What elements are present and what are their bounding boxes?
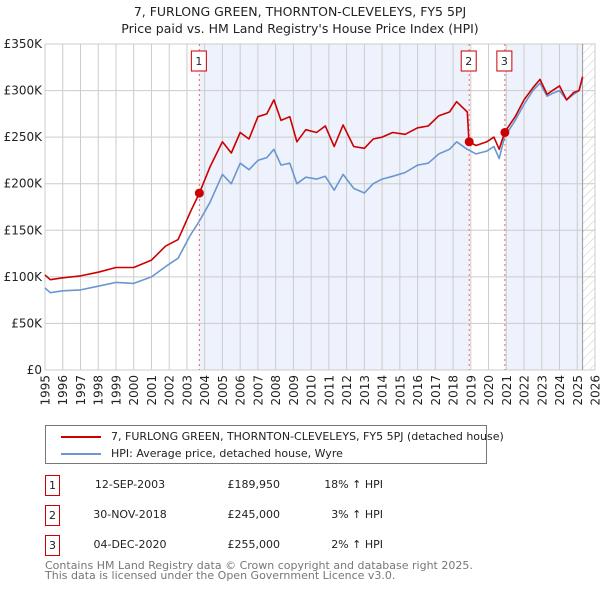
sale-point [500, 127, 510, 137]
x-tick-label: 2019 [464, 375, 478, 406]
legend-label: HPI: Average price, detached house, Wyre [111, 447, 343, 460]
sale-hpi-diff: 18% ↑ HPI [324, 478, 383, 491]
sale-price: £255,000 [227, 538, 281, 551]
sale-badge-box [190, 50, 207, 72]
x-tick-label: 2010 [305, 375, 319, 406]
sale-hpi-diff: 2% ↑ HPI [331, 538, 383, 551]
sale-date: 04-DEC-2020 [93, 538, 167, 551]
x-tick-label: 1998 [92, 375, 106, 406]
transaction-row: 3 04-DEC-2020 £255,000 2% ↑ HPI [45, 535, 485, 556]
x-tick-label: 2005 [216, 375, 230, 406]
x-tick-label: 2000 [127, 375, 141, 406]
x-tick-label: 1996 [56, 375, 70, 406]
x-tick-label: 1997 [74, 375, 88, 406]
x-tick-label: 2009 [287, 375, 301, 406]
x-tick-label: 2002 [163, 375, 177, 406]
legend-swatch-red [61, 436, 101, 438]
x-tick-label: 2006 [234, 375, 248, 406]
sale-date: 30-NOV-2018 [93, 508, 167, 521]
sale-badge-box [460, 50, 477, 72]
sale-badge: 2 [45, 505, 60, 526]
x-tick-label: 2024 [553, 375, 567, 406]
shaded-period [199, 44, 470, 370]
x-tick-label: 1999 [109, 375, 123, 406]
y-tick-label: £50K [11, 316, 43, 330]
sale-badge-label: 1 [195, 55, 202, 68]
y-tick-label: £150K [4, 223, 44, 237]
legend-swatch-blue [61, 453, 101, 455]
sale-badge-label: 3 [501, 55, 508, 68]
x-tick-label: 2008 [269, 375, 283, 406]
y-tick-label: £250K [4, 130, 44, 144]
x-tick-label: 2007 [251, 375, 265, 406]
sale-badge: 3 [45, 535, 60, 556]
x-tick-label: 2003 [180, 375, 194, 406]
x-tick-label: 2018 [447, 375, 461, 406]
sale-hpi-diff: 3% ↑ HPI [331, 508, 383, 521]
x-tick-label: 2026 [589, 375, 600, 406]
footer-licence: This data is licensed under the Open Gov… [45, 569, 396, 582]
y-tick-label: £0 [27, 363, 42, 377]
sale-badge-box [496, 50, 513, 72]
y-tick-label: £200K [4, 177, 44, 191]
x-tick-label: 2004 [198, 375, 212, 406]
x-tick-label: 2014 [376, 375, 390, 406]
subtitle-line: Price paid vs. HM Land Registry's House … [121, 21, 479, 36]
x-tick-label: 2021 [500, 375, 514, 406]
x-tick-label: 2013 [358, 375, 372, 406]
chart-title: 7, FURLONG GREEN, THORNTON-CLEVELEYS, FY… [0, 3, 600, 37]
sale-price: £189,950 [227, 478, 281, 491]
footer-copyright: Contains HM Land Registry data © Crown c… [45, 559, 473, 572]
price-chart: 1995 1996 1997 1998 1999 2000 2001 2002 2003 2004… [4, 37, 600, 406]
sale-date: 12-SEP-2003 [94, 478, 166, 491]
shaded-period [504, 44, 583, 370]
sale-point [464, 137, 474, 147]
x-tick-label: 1995 [39, 375, 53, 406]
plot-border [44, 43, 596, 371]
transaction-row: 1 12-SEP-2003 £189,950 18% ↑ HPI [45, 475, 485, 496]
x-tick-label: 2001 [145, 375, 159, 406]
x-tick-label: 2017 [429, 375, 443, 406]
y-tick-label: £300K [4, 84, 44, 98]
sale-badge-label: 2 [465, 55, 472, 68]
x-tick-label: 2025 [571, 375, 585, 406]
y-tick-label: £100K [4, 270, 44, 284]
x-tick-label: 2023 [535, 375, 549, 406]
sale-point [194, 188, 204, 198]
x-tick-label: 2022 [518, 375, 532, 406]
x-tick-label: 2015 [393, 375, 407, 406]
x-tick-label: 2016 [411, 375, 425, 406]
title-line: 7, FURLONG GREEN, THORNTON-CLEVELEYS, FY… [133, 4, 467, 19]
x-tick-label: 2011 [322, 375, 336, 406]
footer: Contains HM Land Registry data © Crown c… [45, 559, 473, 582]
x-tick-label: 2020 [482, 375, 496, 406]
legend-label: 7, FURLONG GREEN, THORNTON-CLEVELEYS, FY… [111, 430, 504, 443]
hpi-line [44, 78, 584, 294]
property-price-line [44, 76, 584, 281]
sale-price: £245,000 [227, 508, 281, 521]
transaction-row: 2 30-NOV-2018 £245,000 3% ↑ HPI [45, 505, 485, 526]
y-tick-label: £350K [4, 37, 44, 51]
future-hatched-region [582, 44, 595, 370]
legend: 7, FURLONG GREEN, THORNTON-CLEVELEYS, FY… [45, 425, 504, 464]
sale-badge: 1 [45, 475, 60, 496]
x-tick-label: 2012 [340, 375, 354, 406]
